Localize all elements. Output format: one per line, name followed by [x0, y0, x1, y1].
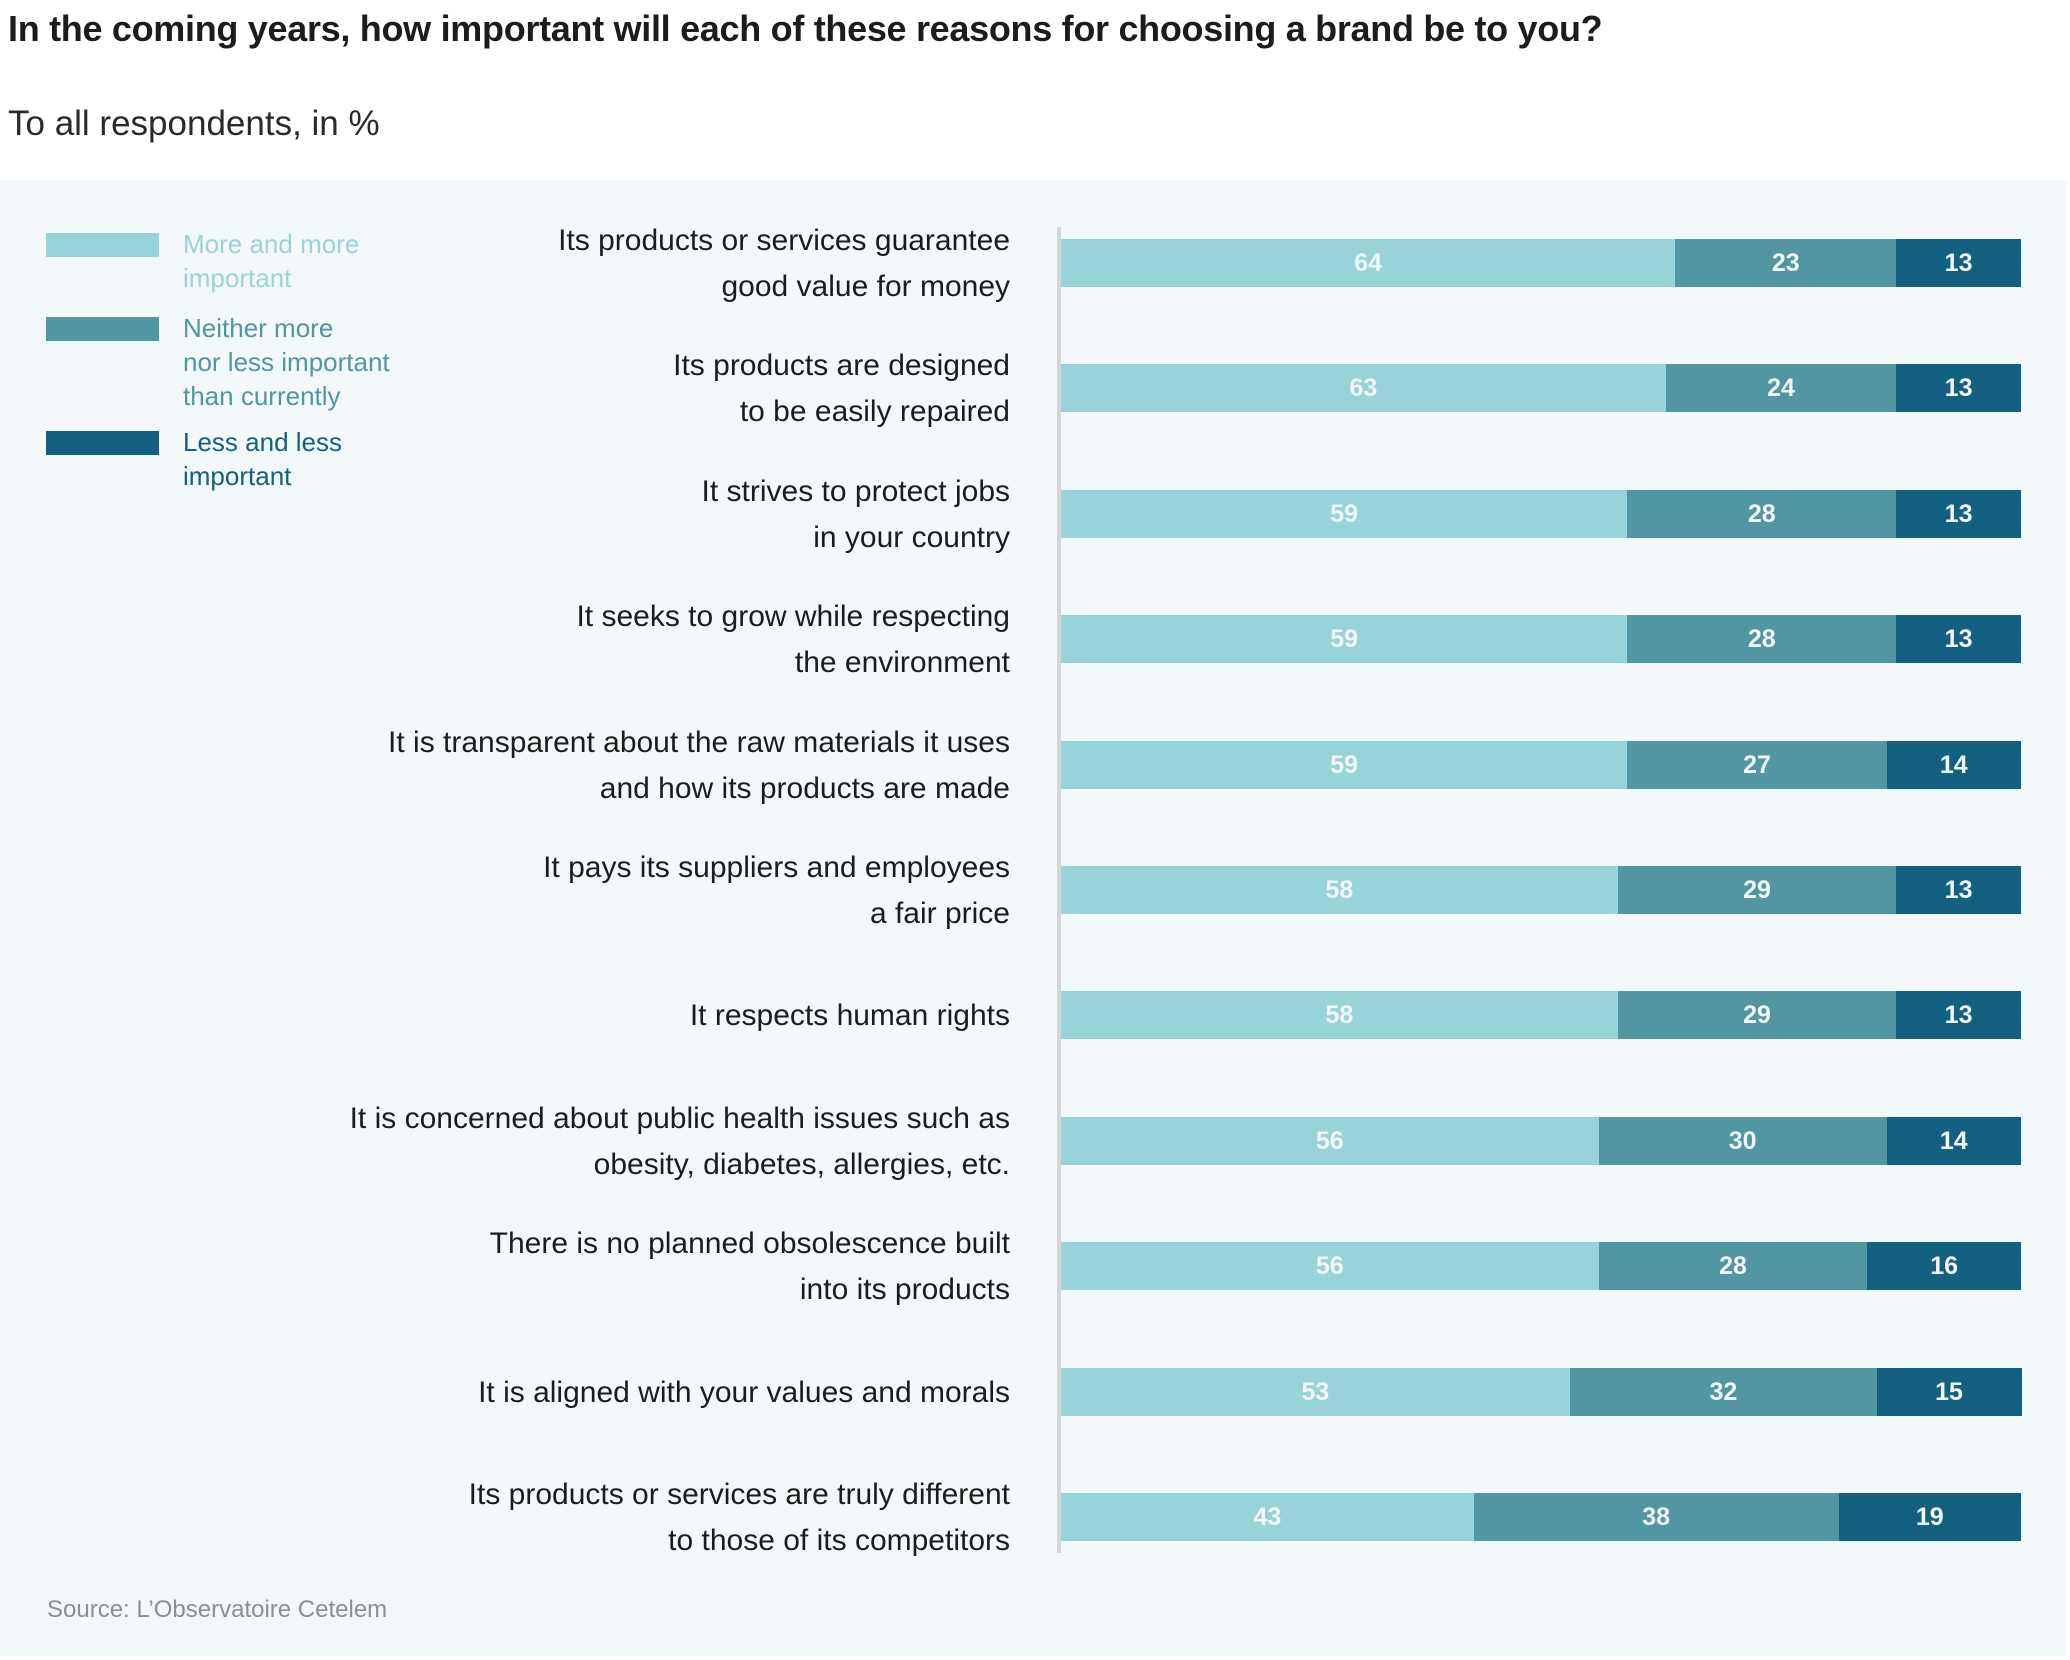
- data-label: 28: [1719, 1252, 1747, 1281]
- bar-segment-neither: [1627, 740, 1888, 789]
- bar-segment-less-important: [1877, 1367, 2022, 1416]
- bar-segment-more-important: [1061, 364, 1667, 413]
- bar-row: 56 30 14: [1061, 1116, 2022, 1165]
- data-label: 13: [1944, 249, 1973, 277]
- category-label: Its products or services are truly diffe…: [468, 1478, 1010, 1557]
- legend-swatch: [46, 317, 159, 341]
- bar-row: 59 27 14: [1061, 740, 2022, 789]
- bar-segment-less-important: [1886, 740, 2022, 789]
- bar-segment-neither: [1617, 866, 1897, 914]
- bar-segment-less-important: [1896, 866, 2022, 914]
- bar-row: 64 23 13: [1061, 239, 2022, 287]
- bar-segment-less-important: [1867, 1242, 2022, 1291]
- data-label: 28: [1747, 499, 1776, 528]
- chart-subtitle: To all respondents, in %: [8, 104, 380, 143]
- bar-row: 58 29 13: [1061, 866, 2022, 914]
- data-label: 29: [1743, 1001, 1771, 1030]
- data-label: 16: [1930, 1252, 1959, 1281]
- data-label: 13: [1944, 625, 1973, 654]
- legend-label: Neither more nor less important than cur…: [183, 313, 390, 411]
- bar-segment-neither: [1665, 364, 1897, 413]
- bar-segment-more-important: [1061, 866, 1619, 914]
- data-label: 14: [1939, 1126, 1968, 1155]
- category-label: It seeks to grow while respecting the en…: [576, 600, 1010, 680]
- bar-segment-neither: [1617, 991, 1897, 1040]
- data-label: 23: [1771, 249, 1800, 277]
- bar-row: 59 28 13: [1061, 615, 2022, 664]
- data-label: 30: [1728, 1126, 1757, 1155]
- data-label: 14: [1939, 750, 1968, 779]
- bar-segment-more-important: [1061, 740, 1628, 789]
- bar-segment-more-important: [1061, 239, 1676, 287]
- data-label: 56: [1315, 1252, 1344, 1281]
- data-label: 29: [1743, 876, 1771, 904]
- bar-row: 58 29 13: [1061, 991, 2022, 1040]
- category-label: It pays its suppliers and employees a fa…: [543, 851, 1010, 930]
- bar-segment-neither: [1473, 1493, 1840, 1541]
- bar-segment-less-important: [1896, 615, 2022, 664]
- legend-label: Less and less important: [183, 427, 342, 491]
- data-label: 59: [1330, 750, 1359, 779]
- category-label: It respects human rights: [689, 999, 1010, 1033]
- bar-segment-more-important: [1061, 1116, 1600, 1165]
- bar-segment-less-important: [1896, 364, 2022, 413]
- data-label: 13: [1944, 374, 1973, 403]
- bar-row: 59 28 13: [1061, 489, 2022, 538]
- data-label: 28: [1747, 625, 1776, 654]
- chart-title: In the coming years, how important will …: [8, 8, 1603, 49]
- category-label: It is concerned about public health issu…: [349, 1101, 1010, 1181]
- bar-row: 43 38 19: [1061, 1493, 2022, 1541]
- legend-swatch: [46, 233, 159, 257]
- data-label: 13: [1944, 1001, 1973, 1030]
- bar-segment-neither: [1598, 1242, 1868, 1291]
- data-label: 13: [1944, 499, 1973, 528]
- source-note: Source: L’Observatoire Cetelem: [47, 1596, 388, 1623]
- category-axis-line: [1057, 227, 1061, 1553]
- data-label: 15: [1935, 1377, 1963, 1406]
- bar-segment-more-important: [1061, 489, 1628, 538]
- bar-segment-neither: [1569, 1367, 1878, 1416]
- legend-swatch: [46, 431, 159, 455]
- data-label: 13: [1944, 876, 1973, 904]
- bar-row: 63 24 13: [1061, 364, 2022, 413]
- bar-segment-more-important: [1061, 991, 1619, 1040]
- data-label: 59: [1330, 499, 1359, 528]
- bar-segment-neither: [1598, 1116, 1888, 1165]
- bar-segment-neither: [1627, 489, 1897, 538]
- category-label: Its products or services guarantee good …: [558, 224, 1010, 303]
- bar-row: 56 28 16: [1061, 1242, 2022, 1291]
- data-label: 58: [1325, 876, 1354, 904]
- data-label: 53: [1301, 1377, 1330, 1406]
- bar-segment-more-important: [1061, 1367, 1571, 1416]
- bar-segment-less-important: [1896, 239, 2022, 287]
- data-label: 32: [1709, 1377, 1738, 1406]
- bar-row: 53 32 15: [1061, 1367, 2022, 1416]
- bar-segment-less-important: [1896, 489, 2022, 538]
- category-label: There is no planned obsolescence built i…: [489, 1227, 1010, 1307]
- bar-segment-more-important: [1061, 1493, 1475, 1541]
- category-label: Its products are designed to be easily r…: [673, 349, 1010, 429]
- data-label: 27: [1743, 750, 1771, 779]
- data-label: 56: [1315, 1126, 1344, 1155]
- data-label: 63: [1349, 374, 1378, 403]
- bar-segment-more-important: [1061, 615, 1628, 664]
- bar-segment-less-important: [1886, 1116, 2022, 1165]
- data-label: 64: [1354, 249, 1383, 277]
- data-label: 38: [1642, 1503, 1671, 1531]
- bar-segment-neither: [1627, 615, 1897, 664]
- category-label: It strives to protect jobs in your count…: [701, 474, 1010, 554]
- bar-segment-less-important: [1896, 991, 2022, 1040]
- bar-segment-neither: [1675, 239, 1897, 287]
- data-label: 19: [1915, 1503, 1944, 1531]
- data-label: 43: [1253, 1503, 1282, 1531]
- data-label: 58: [1325, 1001, 1354, 1030]
- data-label: 24: [1767, 374, 1795, 403]
- bar-segment-less-important: [1838, 1493, 2022, 1541]
- category-label: It is aligned with your values and moral…: [478, 1375, 1010, 1409]
- data-label: 59: [1330, 625, 1359, 654]
- legend-label: More and more important: [183, 229, 360, 293]
- bar-segment-more-important: [1061, 1242, 1600, 1291]
- category-label: It is transparent about the raw material…: [388, 725, 1010, 805]
